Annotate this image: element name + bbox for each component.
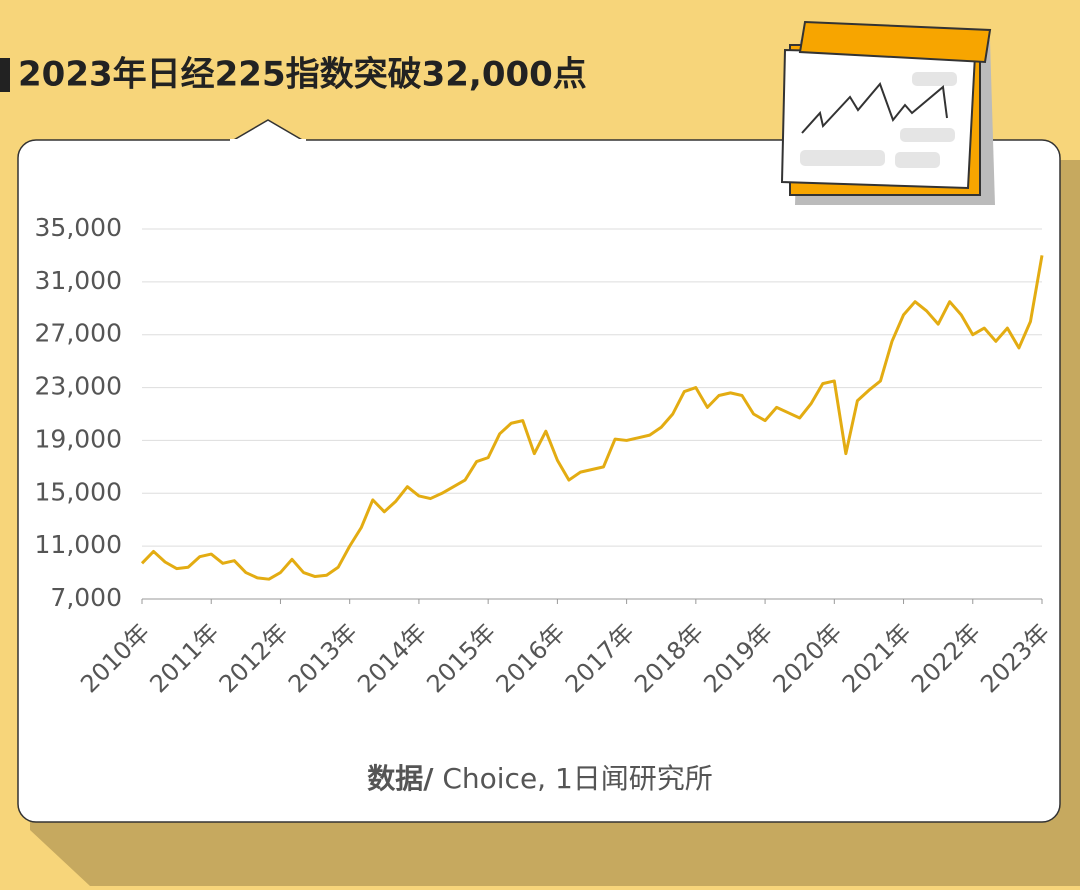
notch-cover [230, 139, 306, 143]
y-tick-label: 7,000 [50, 583, 122, 612]
y-tick-label: 27,000 [35, 319, 122, 348]
source-text: Choice, 1日闻研究所 [433, 762, 712, 795]
source-label: 数据/ [367, 762, 434, 795]
source-note: 数据/ Choice, 1日闻研究所 [367, 762, 713, 795]
y-tick-label: 19,000 [35, 424, 122, 453]
title-bar [0, 58, 10, 92]
calendar-icon [780, 20, 995, 205]
card-notch [231, 119, 305, 142]
y-tick-label: 23,000 [35, 372, 122, 401]
y-tick-label: 35,000 [35, 213, 122, 242]
y-tick-label: 11,000 [35, 530, 122, 559]
chart-title: 2023年日经225指数突破32,000点 [18, 55, 587, 95]
y-tick-label: 31,000 [35, 266, 122, 295]
card [17, 139, 1061, 823]
y-tick-label: 15,000 [35, 477, 122, 506]
line-series [140, 255, 1044, 581]
